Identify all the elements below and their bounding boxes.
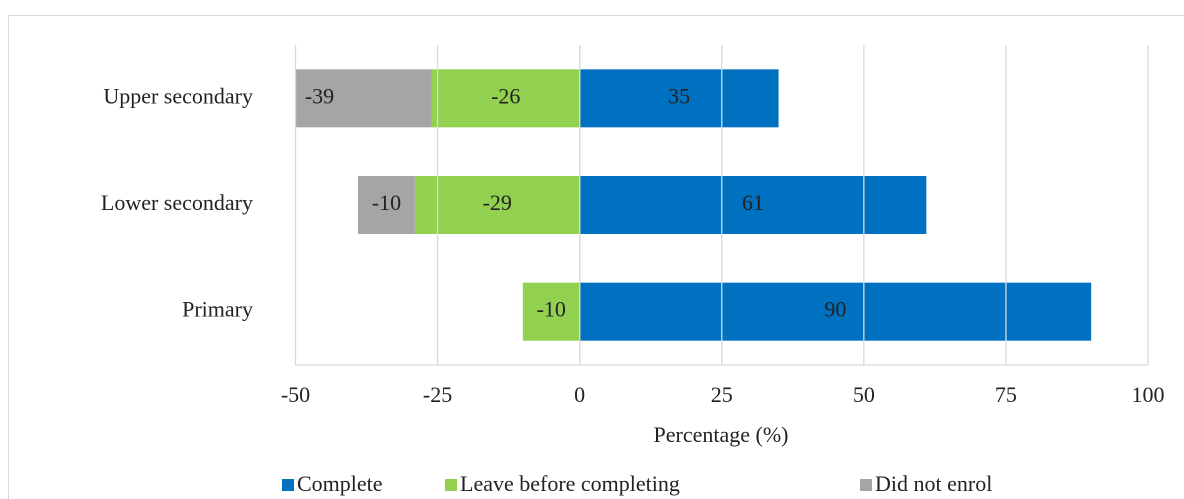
legend-swatch (860, 479, 872, 491)
legend-swatch (282, 479, 294, 491)
x-tick-label: -50 (281, 382, 310, 407)
x-axis-title: Percentage (%) (654, 422, 789, 447)
y-tick-label: Lower secondary (101, 190, 253, 215)
data-label: -10 (537, 297, 566, 322)
data-label: -29 (483, 190, 512, 215)
data-label: 90 (824, 297, 846, 322)
data-label: -10 (372, 190, 401, 215)
plot-area (295, 69, 1092, 341)
bar-segment (358, 176, 415, 234)
data-label: 35 (668, 83, 690, 108)
bar-segment (522, 282, 580, 341)
x-tick-label: 25 (711, 382, 733, 407)
bar-segment (579, 176, 927, 234)
x-tick-label: 100 (1132, 382, 1165, 407)
y-tick-label: Primary (182, 297, 253, 322)
data-label: -39 (305, 83, 334, 108)
chart-frame (8, 15, 1184, 499)
bar-segment (431, 69, 580, 128)
bar-segment (295, 69, 432, 128)
data-label: 61 (742, 190, 764, 215)
y-tick-label: Upper secondary (103, 83, 253, 108)
legend-label: Leave before completing (460, 471, 680, 496)
x-tick-label: 50 (853, 382, 875, 407)
legend-label: Did not enrol (875, 471, 992, 496)
x-tick-label: 0 (574, 382, 585, 407)
legend-swatch (445, 479, 457, 491)
x-tick-label: 75 (995, 382, 1017, 407)
x-tick-label: -25 (423, 382, 452, 407)
data-label: -26 (491, 83, 520, 108)
legend-label: Complete (297, 471, 383, 496)
bar-segment (414, 176, 580, 234)
bar-segment (579, 69, 779, 128)
